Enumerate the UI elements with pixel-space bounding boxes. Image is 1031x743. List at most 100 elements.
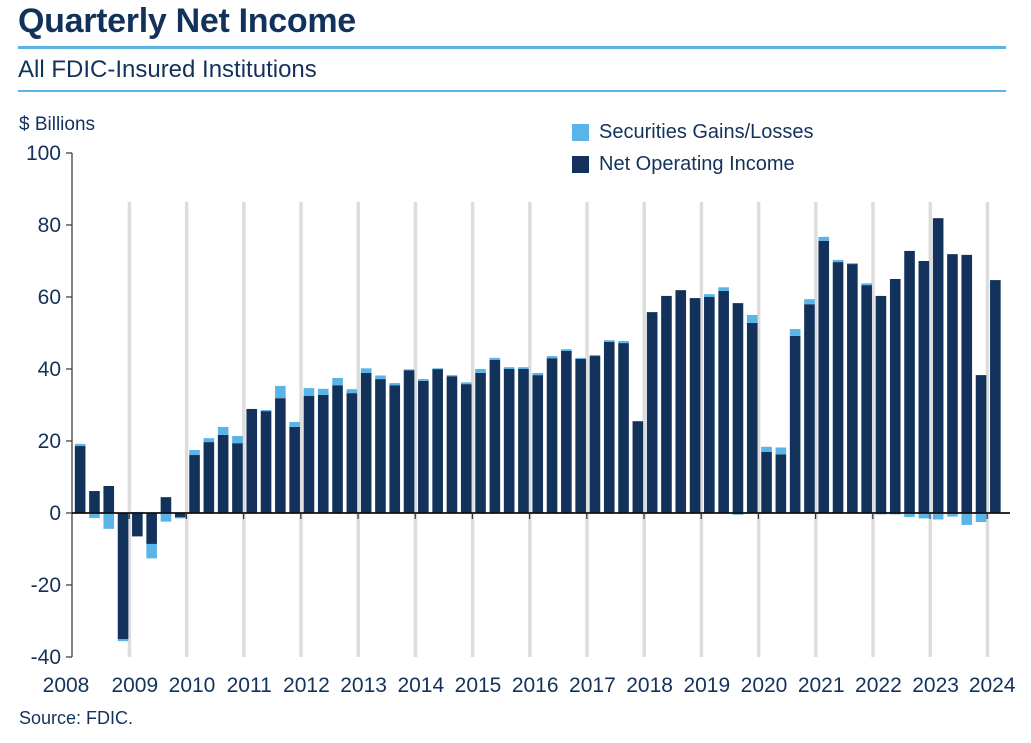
bar-net-operating-income xyxy=(632,421,644,513)
axes xyxy=(66,152,1010,658)
bar-securities-gains-losses xyxy=(789,329,801,336)
bar-securities-gains-losses xyxy=(432,368,443,370)
x-tick-label: 2022 xyxy=(855,674,902,697)
bar-securities-gains-losses xyxy=(346,389,358,394)
bar-net-operating-income xyxy=(546,358,558,513)
bar-securities-gains-losses xyxy=(360,368,372,373)
legend-swatch-securities xyxy=(572,123,589,141)
year-divider xyxy=(528,202,532,657)
x-tick-label: 2017 xyxy=(569,674,616,697)
bar-net-operating-income xyxy=(432,369,443,513)
bar-securities-gains-losses xyxy=(618,340,629,344)
bar-net-operating-income xyxy=(103,486,115,513)
bar-securities-gains-losses xyxy=(603,340,615,342)
bar-net-operating-income xyxy=(675,290,687,513)
year-divider xyxy=(356,202,360,657)
title-rule xyxy=(18,46,1006,49)
bar-net-operating-income xyxy=(217,434,229,513)
bar-securities-gains-losses xyxy=(704,294,715,297)
subtitle-rule xyxy=(18,90,1006,92)
bar-net-operating-income xyxy=(718,290,729,513)
bar-net-operating-income xyxy=(661,295,672,513)
bar-net-operating-income xyxy=(246,408,258,513)
bar-securities-gains-losses xyxy=(847,263,858,265)
bar-securities-gains-losses xyxy=(804,299,815,305)
x-tick-label: 2018 xyxy=(626,674,673,697)
bar-securities-gains-losses xyxy=(160,513,172,522)
bar-net-operating-income xyxy=(732,303,744,513)
bar-securities-gains-losses xyxy=(861,283,872,286)
bar-net-operating-income xyxy=(117,513,129,639)
x-tick-label: 2012 xyxy=(283,674,330,697)
bar-net-operating-income xyxy=(889,279,901,513)
bar-net-operating-income xyxy=(532,375,544,513)
x-tick-labels: 2008 2009 2010 2011 2012 2013 2014 2015 2016 2017… xyxy=(43,674,1016,697)
source-note: Source: FDIC. xyxy=(19,708,134,728)
legend-label-securities: Securities Gains/Losses xyxy=(599,120,814,143)
y-tick-label: 80 xyxy=(38,214,61,237)
bar-net-operating-income xyxy=(360,372,372,513)
legend-swatch-net-operating xyxy=(572,155,589,173)
bar-securities-gains-losses xyxy=(761,446,772,452)
year-divider xyxy=(814,202,818,657)
bar-net-operating-income xyxy=(575,358,586,513)
bar-net-operating-income xyxy=(289,426,300,513)
bar-securities-gains-losses xyxy=(174,517,186,519)
y-tick-label: -40 xyxy=(31,646,61,669)
bar-net-operating-income xyxy=(761,451,772,513)
y-axis-unit-label: $ Billions xyxy=(19,114,96,135)
bar-securities-gains-losses xyxy=(732,513,744,515)
chart-subtitle: All FDIC-Insured Institutions xyxy=(18,56,317,83)
bar-securities-gains-losses xyxy=(460,382,472,385)
bar-net-operating-income xyxy=(775,454,787,513)
bar-net-operating-income xyxy=(589,356,601,513)
year-divider xyxy=(699,202,704,657)
bar-securities-gains-losses xyxy=(375,375,386,380)
bar-net-operating-income xyxy=(346,393,358,513)
bar-net-operating-income xyxy=(89,491,100,513)
bar-net-operating-income xyxy=(317,394,329,513)
bar-securities-gains-losses xyxy=(775,447,787,455)
x-tick-label: 2014 xyxy=(397,674,444,697)
bar-net-operating-income xyxy=(904,250,915,514)
bar-net-operating-income xyxy=(961,254,973,513)
year-divider xyxy=(928,202,932,657)
bar-securities-gains-losses xyxy=(117,639,129,642)
bar-net-operating-income xyxy=(789,335,801,513)
bar-net-operating-income xyxy=(704,297,715,513)
x-tick-label: 2015 xyxy=(455,674,502,697)
y-tick-label: 0 xyxy=(49,502,61,525)
legend-item-net-operating: Net Operating Income xyxy=(572,148,814,180)
bar-securities-gains-losses xyxy=(718,287,729,291)
bar-securities-gains-losses xyxy=(475,369,486,373)
bar-net-operating-income xyxy=(646,312,658,513)
bar-securities-gains-losses xyxy=(518,367,529,369)
x-tick-label: 2008 xyxy=(43,674,90,697)
bar-securities-gains-losses xyxy=(189,450,200,456)
bar-securities-gains-losses xyxy=(961,513,973,525)
bar-securities-gains-losses xyxy=(303,388,315,396)
bar-net-operating-income xyxy=(332,385,343,513)
bar-net-operating-income xyxy=(489,360,501,513)
x-tick-label: 2016 xyxy=(512,674,559,697)
y-tick-labels: 100 80 60 40 20 0 -20 -40 xyxy=(26,142,61,669)
year-divider xyxy=(985,202,990,657)
bar-net-operating-income xyxy=(160,497,172,513)
bar-securities-gains-losses xyxy=(289,421,300,427)
bar-net-operating-income xyxy=(418,380,429,513)
bar-net-operating-income xyxy=(861,285,872,513)
x-tick-label: 2021 xyxy=(798,674,845,697)
bar-net-operating-income xyxy=(446,376,458,513)
year-divider xyxy=(871,202,875,657)
bar-securities-gains-losses xyxy=(217,426,229,435)
bar-securities-gains-losses xyxy=(904,513,915,517)
bar-securities-gains-losses xyxy=(403,369,415,371)
bar-net-operating-income xyxy=(746,322,758,513)
bar-securities-gains-losses xyxy=(446,375,458,377)
bar-securities-gains-losses xyxy=(389,383,401,386)
bar-net-operating-income xyxy=(918,261,930,513)
x-tick-label: 2010 xyxy=(169,674,216,697)
bar-securities-gains-losses xyxy=(489,357,501,360)
y-tick-label: 20 xyxy=(38,430,61,453)
x-tick-label: 2009 xyxy=(111,674,158,697)
